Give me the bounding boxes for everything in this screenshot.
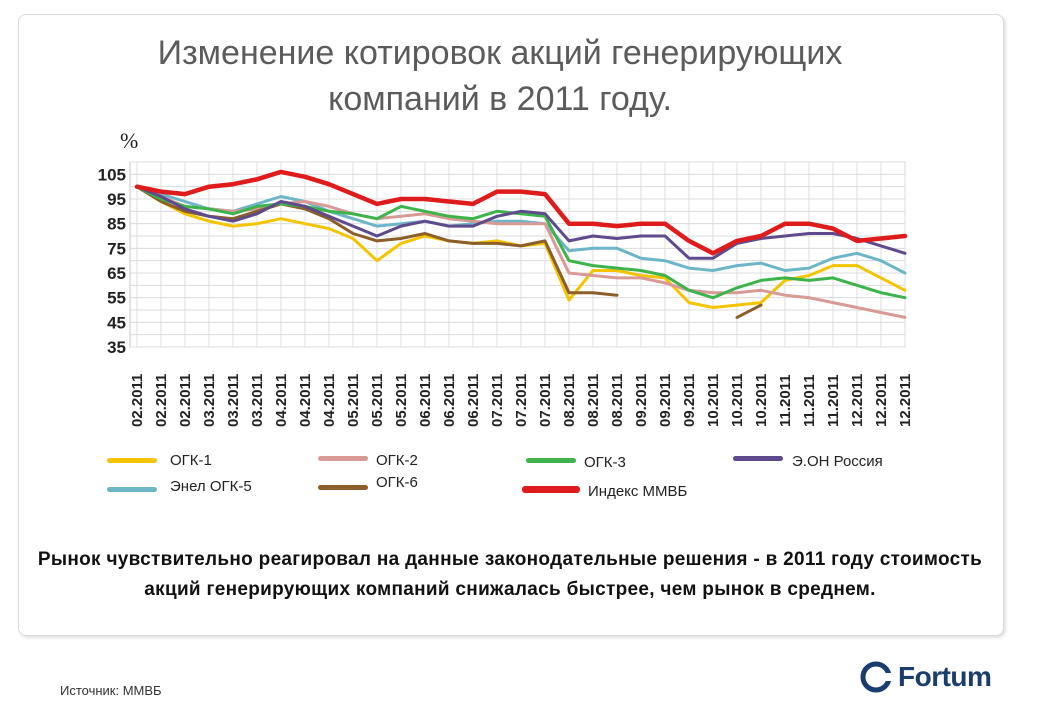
conclusion-text: Рынок чувствительно реагировал на данные… (37, 549, 983, 600)
x-tick-label: 10.2011 (705, 374, 722, 427)
fortum-logo: Fortum (860, 655, 1020, 701)
y-tick-label: 85 (107, 215, 126, 234)
x-tick-label: 02.2011 (177, 374, 194, 427)
x-tick-label: 11.2011 (777, 374, 794, 427)
x-tick-label: 05.2011 (369, 374, 386, 427)
x-tick-label: 12.2011 (897, 374, 914, 427)
y-tick-label: 55 (107, 289, 126, 308)
x-tick-label: 06.2011 (417, 374, 434, 427)
x-tick-label: 07.2011 (489, 374, 506, 427)
x-tick-label: 10.2011 (753, 374, 770, 427)
y-unit-label: % (120, 128, 139, 153)
legend-label-ogk3: ОГК-3 (584, 454, 626, 471)
x-tick-label: 06.2011 (465, 374, 482, 427)
series-line-1 (135, 185, 907, 275)
y-tick-label: 65 (107, 264, 126, 283)
x-tick-label: 12.2011 (849, 374, 866, 427)
x-tick-label: 11.2011 (801, 374, 818, 427)
x-tick-label: 04.2011 (273, 374, 290, 427)
x-tick-label: 09.2011 (681, 374, 698, 427)
x-tick-label: 08.2011 (609, 374, 626, 427)
x-tick-label: 04.2011 (297, 374, 314, 427)
title-line-2: компаний в 2011 году. (328, 80, 672, 118)
x-tick-label: 12.2011 (873, 374, 890, 427)
series-line-2 (135, 185, 907, 319)
y-tick-label: 75 (107, 239, 126, 258)
x-tick-label: 02.2011 (153, 374, 170, 427)
y-tick-label: 35 (107, 338, 126, 357)
series-line-6 (134, 169, 908, 256)
x-tick-label: 09.2011 (633, 374, 650, 427)
x-tick-label: 10.2011 (729, 374, 746, 427)
x-tick-label: 06.2011 (441, 374, 458, 427)
legend-swatch-ogk6 (318, 485, 368, 490)
y-tick-label: 105 (98, 165, 126, 184)
x-tick-label: 03.2011 (225, 374, 242, 427)
y-tick-label: 45 (107, 313, 126, 332)
x-tick-label: 02.2011 (129, 374, 146, 427)
fortum-logo-icon (860, 661, 892, 693)
y-tick-label: 95 (107, 190, 126, 209)
legend-label-micex: Индекс ММВБ (588, 483, 688, 500)
title-line-1: Изменение котировок акций генерирующих (157, 34, 843, 72)
legend-swatch-eon (733, 456, 783, 461)
legend-swatch-ogk2 (318, 456, 368, 461)
legend-label-ogk6: ОГК-6 (376, 474, 418, 491)
chart-title: Изменение котировок акций генерирующих к… (60, 30, 940, 122)
legend-swatch-enel (107, 487, 157, 492)
x-tick-label: 07.2011 (537, 374, 554, 427)
series-line-4 (135, 185, 907, 300)
x-tick-label: 03.2011 (201, 374, 218, 427)
legend-swatch-ogk1 (107, 458, 157, 463)
legend-label-eon: Э.ОН Россия (792, 453, 883, 470)
x-tick-label: 05.2011 (393, 374, 410, 427)
series-line-5 (135, 185, 907, 260)
x-tick-label: 09.2011 (657, 374, 674, 427)
x-tick-label: 03.2011 (249, 374, 266, 427)
source-label: Источник: ММВБ (60, 683, 162, 698)
legend-label-ogk1: ОГК-1 (170, 452, 212, 469)
fortum-logo-text: Fortum (898, 661, 992, 692)
legend-label-ogk2: ОГК-2 (376, 452, 418, 469)
x-tick-label: 07.2011 (513, 374, 530, 427)
x-tick-label: 08.2011 (585, 374, 602, 427)
x-tick-label: 11.2011 (825, 374, 842, 427)
x-tick-label: 04.2011 (321, 374, 338, 427)
legend-swatch-ogk3 (526, 458, 576, 463)
x-tick-label: 08.2011 (561, 374, 578, 427)
x-tick-label: 05.2011 (345, 374, 362, 427)
legend-swatch-micex (522, 486, 580, 493)
legend-label-enel: Энел ОГК-5 (170, 478, 252, 495)
